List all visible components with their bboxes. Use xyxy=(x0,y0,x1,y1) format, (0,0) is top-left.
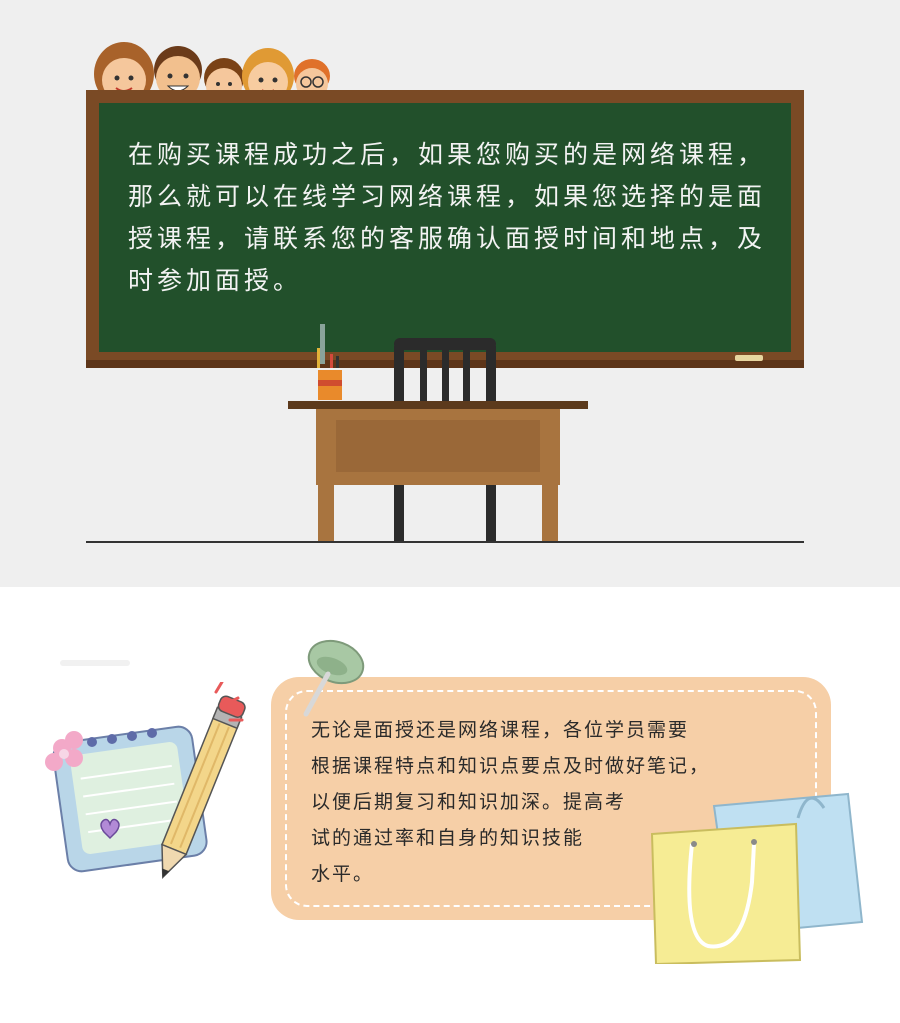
pencil-cup-icon xyxy=(317,324,342,400)
note-line: 水平。 xyxy=(311,863,375,885)
pushpin-icon xyxy=(303,639,365,717)
note-text: 无论是面授还是网络课程，各位学员需要 根据课程特点和知识点要点及时做好笔记， 以… xyxy=(311,712,781,892)
floor-line xyxy=(86,541,804,543)
notepad-pencil-illustration xyxy=(45,682,246,880)
desk-illustration xyxy=(288,401,588,543)
blackboard-text: 在购买课程成功之后，如果您购买的是网络课程，那么就可以在线学习网络课程，如果您选… xyxy=(128,140,767,295)
note-line: 根据课程特点和知识点要点及时做好笔记， xyxy=(311,755,711,777)
note-line: 试的通过率和自身的知识技能 xyxy=(311,827,585,849)
note-line: 无论是面授还是网络课程，各位学员需要 xyxy=(311,719,690,741)
blackboard xyxy=(99,103,791,352)
chalk xyxy=(735,355,763,361)
note-line: 以便后期复习和知识加深。提高考 xyxy=(311,791,627,813)
divider-shade xyxy=(60,660,130,666)
shopping-bags-illustration xyxy=(650,792,864,964)
